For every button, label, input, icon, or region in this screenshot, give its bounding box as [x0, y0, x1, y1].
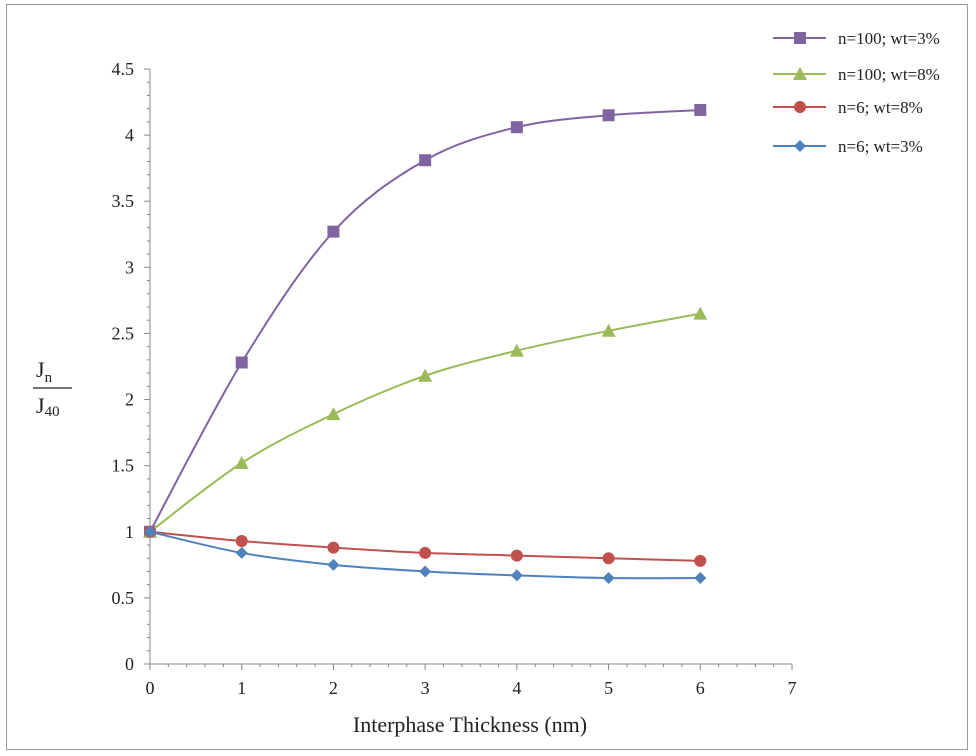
legend-label: n=6; wt=3% [838, 137, 923, 156]
data-point [694, 554, 707, 567]
data-point [693, 306, 708, 320]
legend-marker [794, 101, 806, 113]
series-line [149, 312, 701, 533]
data-point [694, 103, 707, 116]
data-point [419, 154, 432, 167]
x-tick-label: 2 [329, 678, 338, 698]
legend-label: n=100; wt=8% [838, 65, 940, 84]
legend-marker [794, 32, 806, 44]
data-point [418, 368, 433, 382]
data-point [602, 552, 615, 565]
x-tick-label: 6 [696, 678, 705, 698]
y-tick-label: 2.5 [112, 323, 135, 343]
legend-item: n=100; wt=8% [773, 65, 940, 84]
data-point [419, 546, 432, 559]
data-point [327, 558, 340, 571]
data-point [235, 546, 248, 559]
data-point [327, 541, 340, 554]
y-tick-label: 4 [125, 125, 134, 145]
legend: n=100; wt=3% n=100; wt=8% n=6; wt=8% n=6; w… [773, 29, 940, 156]
data-point [510, 549, 523, 562]
svg-text:J40: J40 [36, 393, 60, 420]
legend-label: n=100; wt=3% [838, 29, 940, 48]
data-point [602, 109, 615, 122]
x-tick-label: 7 [788, 678, 797, 698]
y-denominator-main: J [36, 393, 45, 418]
legend-item: n=6; wt=3% [773, 137, 923, 156]
x-tick-label: 4 [512, 678, 521, 698]
x-axis-title: Interphase Thickness (nm) [353, 712, 587, 737]
legend-marker [794, 140, 806, 152]
axes [149, 69, 792, 665]
x-tick-label: 3 [421, 678, 430, 698]
data-point [694, 572, 707, 585]
data-point [601, 323, 616, 337]
data-point [235, 535, 248, 548]
x-tick-label: 1 [237, 678, 246, 698]
y-denominator-sub: 40 [45, 404, 60, 420]
series-3 [144, 525, 707, 585]
y-tick-label: 2 [125, 390, 134, 410]
series-group [143, 103, 708, 585]
y-axis-title: Jn J40 [33, 357, 72, 420]
series-2 [144, 525, 707, 567]
series-0 [144, 103, 707, 538]
data-point [602, 572, 615, 585]
data-point [509, 343, 524, 357]
legend-label: n=6; wt=8% [838, 98, 923, 117]
legend-marker [793, 67, 807, 80]
legend-item: n=100; wt=3% [773, 29, 940, 48]
y-numerator-main: J [36, 357, 45, 382]
x-tick-label: 0 [146, 678, 155, 698]
data-point [510, 121, 523, 134]
data-point [235, 356, 248, 369]
y-tick-label: 4.5 [112, 59, 135, 79]
data-point [234, 456, 249, 470]
y-tick-label: 0.5 [112, 588, 135, 608]
ticks: 0 0.5 1 1.5 2 2.5 3 3.5 4 4.5 0 1 2 3 4 5 6 7 [112, 59, 797, 698]
y-tick-label: 3.5 [112, 191, 135, 211]
y-numerator-sub: n [45, 370, 53, 386]
series-1 [143, 306, 708, 538]
svg-text:Jn: Jn [36, 357, 53, 386]
data-point [326, 407, 341, 421]
y-tick-label: 3 [125, 257, 134, 277]
data-point [327, 225, 340, 238]
legend-item: n=6; wt=8% [773, 98, 923, 117]
data-point [144, 525, 156, 538]
data-point [510, 569, 523, 582]
y-tick-label: 1.5 [112, 456, 135, 476]
chart-frame [6, 4, 968, 750]
y-tick-label: 0 [125, 654, 134, 674]
x-tick-label: 5 [604, 678, 613, 698]
y-tick-label: 1 [125, 522, 134, 542]
data-point [419, 565, 432, 578]
